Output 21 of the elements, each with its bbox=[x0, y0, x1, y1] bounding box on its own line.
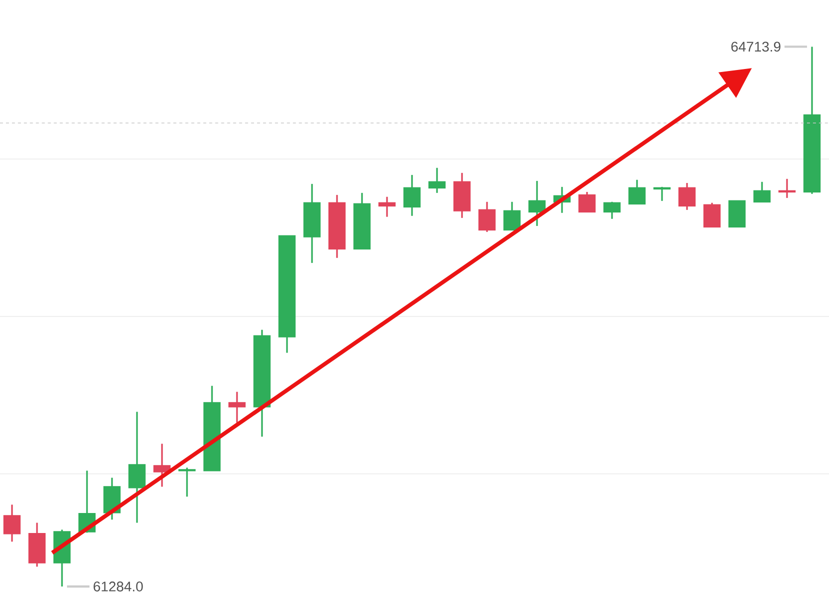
candlestick bbox=[178, 466, 196, 498]
annotation: 64713.9 bbox=[731, 42, 780, 52]
candlestick bbox=[578, 191, 596, 213]
candlestick bbox=[628, 179, 646, 205]
candlestick bbox=[228, 391, 246, 424]
candlestick bbox=[3, 504, 21, 542]
annotation: 61284.0 bbox=[94, 582, 143, 592]
candlestick bbox=[778, 178, 796, 199]
candlestick bbox=[603, 201, 621, 220]
candlestick bbox=[128, 411, 146, 524]
candlestick bbox=[703, 202, 721, 228]
candlestick bbox=[678, 182, 696, 211]
candlestick bbox=[478, 201, 496, 233]
candlestick bbox=[753, 181, 771, 203]
candlestick bbox=[153, 442, 171, 488]
candlestick bbox=[653, 186, 671, 202]
candlestick bbox=[403, 174, 421, 217]
candlestick bbox=[528, 180, 546, 227]
candlestick bbox=[428, 167, 446, 194]
candlestick bbox=[378, 196, 396, 218]
candlestick bbox=[503, 201, 521, 231]
